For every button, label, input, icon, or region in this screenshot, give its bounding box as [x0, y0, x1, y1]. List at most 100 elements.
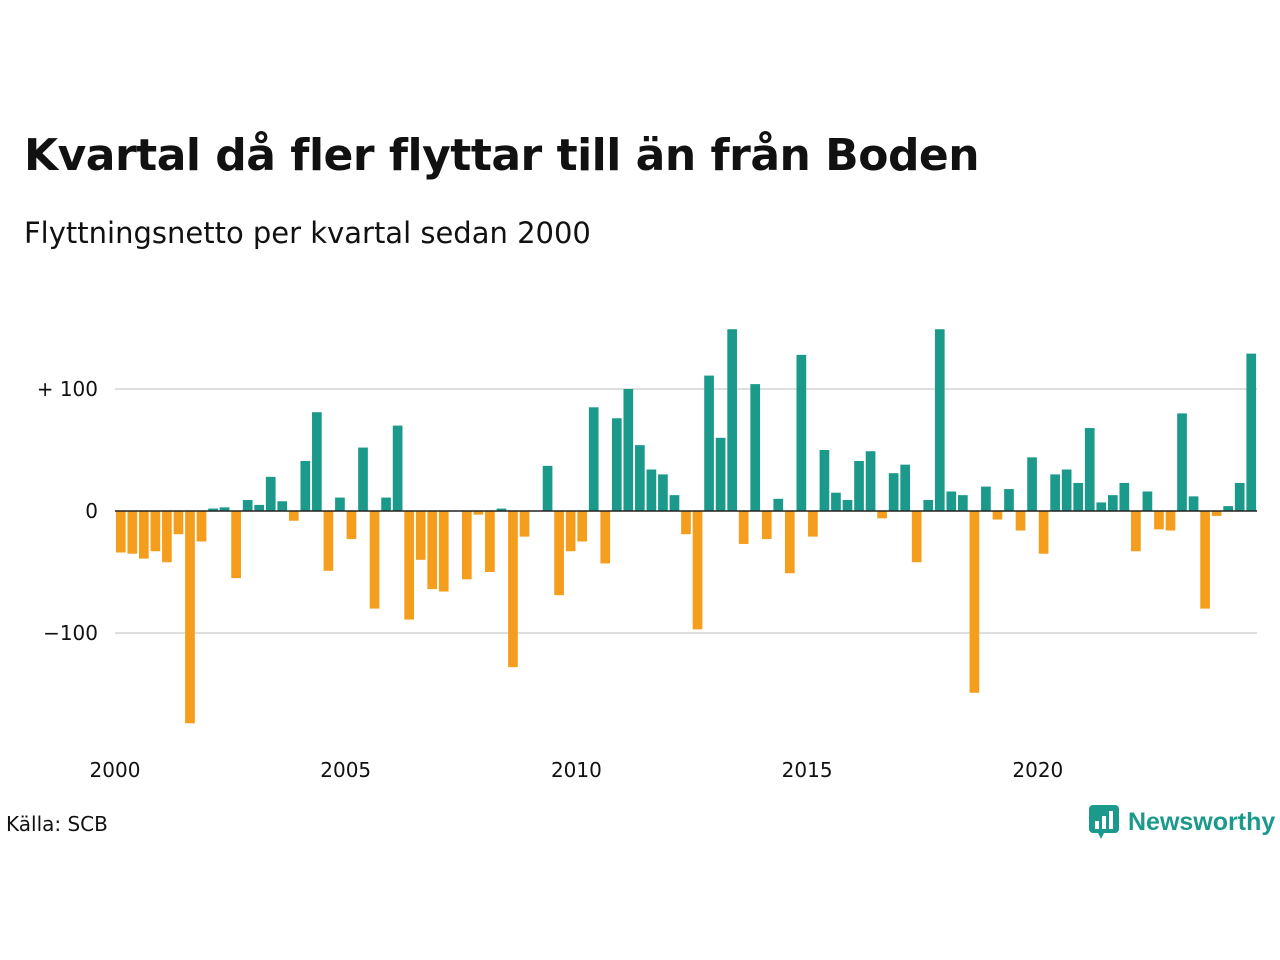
bar [115, 511, 126, 553]
bar [1131, 511, 1141, 552]
bar [715, 437, 726, 511]
y-tick-label: + 100 [37, 377, 98, 401]
bar [496, 508, 507, 511]
bar [519, 511, 530, 537]
bar [1061, 469, 1072, 511]
bar [542, 465, 553, 511]
bar [427, 511, 438, 590]
bar [150, 511, 161, 552]
bar [358, 447, 368, 511]
x-tick-label: 2015 [782, 758, 833, 782]
bar [750, 384, 761, 511]
bar [173, 511, 184, 535]
bar [473, 511, 484, 515]
bar [669, 495, 680, 511]
bar [1015, 511, 1026, 531]
bar [946, 491, 957, 511]
bar [1142, 491, 1153, 511]
bar [796, 354, 807, 511]
bar [381, 497, 391, 511]
bar [831, 492, 841, 511]
bar [138, 511, 149, 559]
source-note: Källa: SCB [6, 812, 108, 836]
bar [819, 450, 830, 511]
bar [185, 511, 195, 724]
bar [738, 511, 749, 544]
x-tick-label: 2020 [1012, 758, 1063, 782]
chart-title: Kvartal då fler flyttar till än från Bod… [24, 130, 980, 181]
newsworthy-logo[interactable]: Newsworthy [1088, 804, 1275, 840]
bar [1073, 482, 1084, 511]
bar [727, 329, 737, 511]
bar [784, 511, 795, 574]
bar [1188, 496, 1199, 511]
bar [208, 508, 218, 511]
bar [600, 511, 611, 564]
bar [485, 511, 495, 572]
bar [288, 511, 299, 521]
bar [392, 425, 403, 511]
y-tick-label: 0 [85, 499, 98, 523]
chart-subtitle: Flyttningsnetto per kvartal sedan 2000 [24, 216, 591, 250]
bar [1107, 495, 1118, 511]
bar [888, 473, 899, 511]
bar [1084, 428, 1095, 511]
bar [923, 500, 934, 511]
bar [958, 495, 968, 511]
bar [1154, 511, 1164, 530]
bar [461, 511, 472, 580]
bar [1246, 353, 1257, 511]
x-tick-label: 2005 [320, 758, 371, 782]
bar [808, 511, 818, 537]
bars [115, 329, 1257, 724]
bar [265, 476, 276, 511]
bar [854, 460, 864, 511]
bar [312, 412, 322, 511]
bar [1223, 506, 1234, 511]
bar [635, 445, 645, 511]
bar [969, 511, 980, 693]
bar [231, 511, 241, 579]
bar [162, 511, 172, 563]
bar [704, 375, 714, 511]
bar [335, 497, 345, 511]
bar [1119, 482, 1130, 511]
bar [438, 511, 449, 592]
bar [242, 500, 253, 511]
bar [1050, 474, 1060, 511]
bar [911, 511, 922, 563]
bar [1165, 511, 1176, 531]
bar [646, 469, 657, 511]
bar [219, 507, 230, 511]
bar [1234, 482, 1245, 511]
bar [692, 511, 703, 630]
bar [508, 511, 518, 668]
bar [992, 511, 1003, 520]
bar [761, 511, 772, 540]
bar [277, 501, 288, 511]
bar [773, 498, 784, 511]
y-tick-label: −100 [43, 621, 98, 645]
x-tick-label: 2000 [90, 758, 141, 782]
bar [1038, 511, 1049, 554]
bar [404, 511, 414, 620]
bar-chart: + 100 0 −100 2000 2005 2010 2015 2020 [37, 329, 1257, 782]
bar [934, 329, 945, 511]
bar [981, 486, 991, 511]
newsworthy-logo-text: Newsworthy [1128, 807, 1276, 836]
x-tick-label: 2010 [551, 758, 602, 782]
bar [346, 511, 357, 540]
bar [196, 511, 207, 542]
bar [1200, 511, 1210, 609]
bar [254, 504, 265, 511]
bar [623, 389, 634, 511]
bar [323, 511, 334, 571]
bar [658, 474, 668, 511]
bar [1027, 457, 1037, 511]
grid-lines [115, 388, 1257, 634]
bar [1004, 489, 1014, 511]
newsworthy-logo-icon [1089, 805, 1119, 839]
bar [900, 464, 911, 511]
y-axis-labels: + 100 0 −100 [37, 377, 98, 645]
bar [842, 500, 853, 511]
